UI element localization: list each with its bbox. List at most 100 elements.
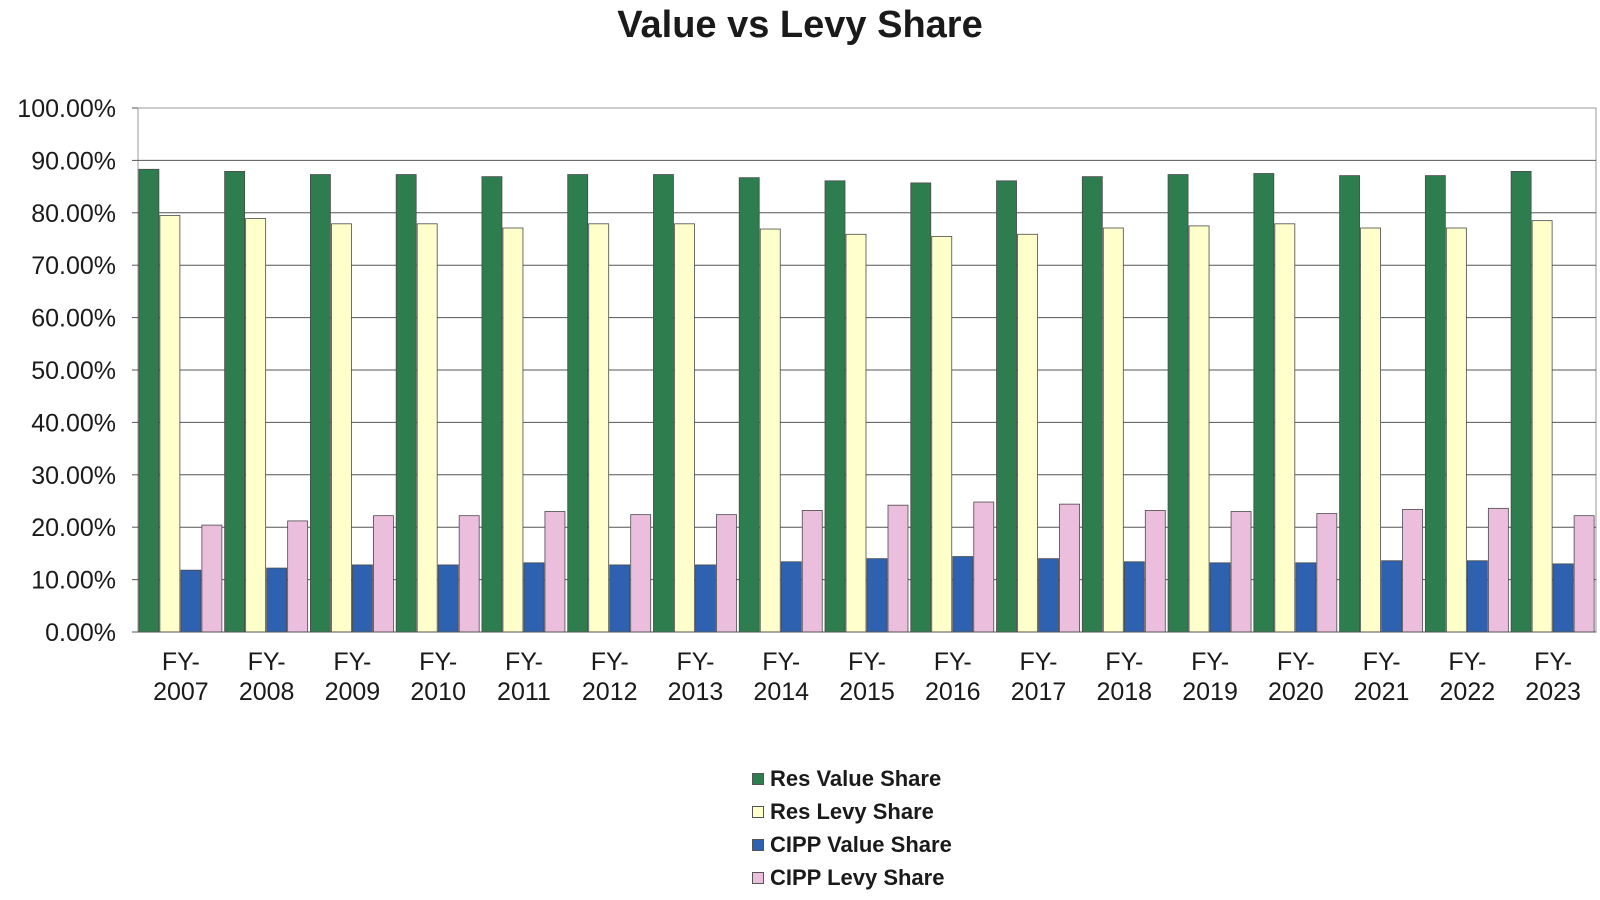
axes bbox=[132, 107, 1596, 633]
bar-cipp-value-share bbox=[866, 558, 888, 633]
x-tick-label: FY-2023 bbox=[1525, 648, 1581, 706]
legend-label: Res Value Share bbox=[770, 765, 942, 791]
legend-swatch bbox=[752, 772, 764, 785]
bar-cipp-levy-share bbox=[973, 501, 995, 633]
bar-cipp-value-share bbox=[609, 564, 631, 633]
bar-res-levy-share bbox=[1445, 227, 1467, 633]
bar-res-value-share bbox=[567, 174, 589, 633]
bar-cipp-levy-share bbox=[1487, 507, 1509, 633]
chart-title: Value vs Levy Share bbox=[617, 4, 983, 46]
bar-cipp-levy-share bbox=[1059, 503, 1080, 633]
y-tick-label: 90.00% bbox=[31, 147, 116, 175]
x-tick-label: FY-2018 bbox=[1096, 648, 1152, 706]
legend-item: Res Value Share bbox=[752, 762, 952, 795]
bar-cipp-value-share bbox=[523, 562, 545, 633]
bar-cipp-levy-share bbox=[1230, 511, 1252, 633]
bar-cipp-value-share bbox=[780, 561, 802, 633]
bar-res-value-share bbox=[1339, 175, 1360, 633]
bar-cipp-levy-share bbox=[201, 524, 223, 633]
bar-cipp-value-share bbox=[1466, 560, 1488, 633]
y-axis-tick-labels: 0.00% 10.00% 20.00% 30.00% 40.00% 50.00% 60.00… bbox=[17, 95, 116, 647]
bar-cipp-levy-share bbox=[801, 510, 823, 633]
bar-res-levy-share bbox=[1188, 225, 1210, 633]
bar-cipp-levy-share bbox=[1144, 510, 1166, 633]
bar-cipp-value-share bbox=[1123, 561, 1145, 633]
bar-cipp-levy-share bbox=[544, 511, 566, 633]
bar-res-levy-share bbox=[1274, 223, 1296, 633]
legend-item: Res Levy Share bbox=[752, 795, 952, 828]
bar-res-value-share bbox=[138, 168, 160, 633]
bar-cipp-levy-share bbox=[1573, 515, 1595, 633]
bar-res-value-share bbox=[1167, 174, 1189, 633]
bar-res-levy-share bbox=[1102, 227, 1124, 633]
bar-res-levy-share bbox=[1017, 233, 1038, 633]
x-tick-label: FY-2007 bbox=[153, 648, 209, 706]
legend-swatch bbox=[752, 871, 764, 884]
y-tick-label: 70.00% bbox=[31, 252, 116, 280]
x-tick-label: FY-2022 bbox=[1440, 648, 1496, 706]
bar-cipp-levy-share bbox=[1402, 508, 1423, 633]
bar-cipp-value-share bbox=[695, 564, 716, 633]
bar-cipp-value-share bbox=[266, 567, 288, 633]
bar-cipp-levy-share bbox=[373, 515, 394, 633]
bar-res-value-share bbox=[395, 174, 417, 633]
y-tick-label: 100.00% bbox=[17, 95, 116, 123]
legend-label: Res Levy Share bbox=[770, 798, 934, 824]
bar-res-value-share bbox=[1081, 176, 1103, 633]
bar-res-value-share bbox=[1424, 175, 1446, 633]
bar-res-levy-share bbox=[331, 223, 352, 633]
bar-cipp-levy-share bbox=[887, 504, 909, 633]
bar-cipp-levy-share bbox=[716, 514, 737, 633]
bar-res-levy-share bbox=[759, 228, 781, 633]
bar-res-levy-share bbox=[931, 235, 953, 633]
y-tick-label: 80.00% bbox=[31, 200, 116, 228]
x-axis-category-labels: FY-2007 FY-2008 FY-2009 FY-2010 FY-2011 FY-20… bbox=[153, 648, 1581, 706]
x-tick-label: FY-2021 bbox=[1354, 648, 1410, 706]
bar-res-value-share bbox=[653, 174, 674, 633]
x-tick-label: FY-2016 bbox=[925, 648, 981, 706]
legend: Res Value Share Res Levy Share CIPP Value … bbox=[752, 762, 952, 894]
x-tick-label: FY-2013 bbox=[668, 648, 724, 706]
y-tick-label: 0.00% bbox=[45, 619, 116, 647]
x-tick-label: FY-2011 bbox=[497, 648, 551, 706]
y-tick-label: 40.00% bbox=[31, 409, 116, 437]
bar-cipp-value-share bbox=[352, 564, 373, 633]
bar-res-value-share bbox=[224, 171, 246, 633]
bar-res-levy-share bbox=[845, 233, 867, 633]
x-tick-label: FY-2014 bbox=[753, 648, 809, 706]
bar-cipp-value-share bbox=[1209, 562, 1231, 633]
bar-res-value-share bbox=[824, 180, 846, 633]
x-tick-label: FY-2019 bbox=[1182, 648, 1238, 706]
bar-cipp-levy-share bbox=[1316, 513, 1338, 633]
legend-item: CIPP Value Share bbox=[752, 828, 952, 861]
bar-res-levy-share bbox=[502, 227, 524, 633]
bar-res-levy-share bbox=[416, 223, 438, 633]
bar-cipp-levy-share bbox=[458, 515, 480, 633]
bar-res-levy-share bbox=[1531, 220, 1553, 633]
bar-res-value-share bbox=[1510, 171, 1532, 633]
y-tick-label: 20.00% bbox=[31, 514, 116, 542]
bar-res-value-share bbox=[310, 174, 331, 633]
x-tick-label: FY-2020 bbox=[1268, 648, 1324, 706]
bar-cipp-value-share bbox=[437, 564, 459, 633]
legend-item: CIPP Levy Share bbox=[752, 861, 952, 894]
x-tick-label: FY-2010 bbox=[410, 648, 466, 706]
bar-cipp-value-share bbox=[180, 569, 202, 633]
bar-cipp-value-share bbox=[1381, 560, 1402, 633]
y-tick-label: 60.00% bbox=[31, 305, 116, 333]
x-tick-label: FY-2009 bbox=[325, 648, 381, 706]
bar-cipp-value-share bbox=[952, 556, 974, 633]
bar-cipp-levy-share bbox=[287, 520, 309, 633]
bar-cipp-value-share bbox=[1295, 562, 1317, 633]
bar-cipp-value-share bbox=[1552, 563, 1574, 633]
y-tick-label: 10.00% bbox=[31, 567, 116, 595]
x-tick-label: FY-2008 bbox=[239, 648, 295, 706]
y-tick-label: 50.00% bbox=[31, 357, 116, 385]
bar-res-value-share bbox=[910, 182, 932, 633]
bar-res-value-share bbox=[1253, 173, 1275, 633]
bar-res-levy-share bbox=[674, 223, 695, 633]
bars bbox=[138, 168, 1595, 633]
bar-res-levy-share bbox=[159, 215, 181, 633]
bar-res-value-share bbox=[996, 180, 1017, 633]
